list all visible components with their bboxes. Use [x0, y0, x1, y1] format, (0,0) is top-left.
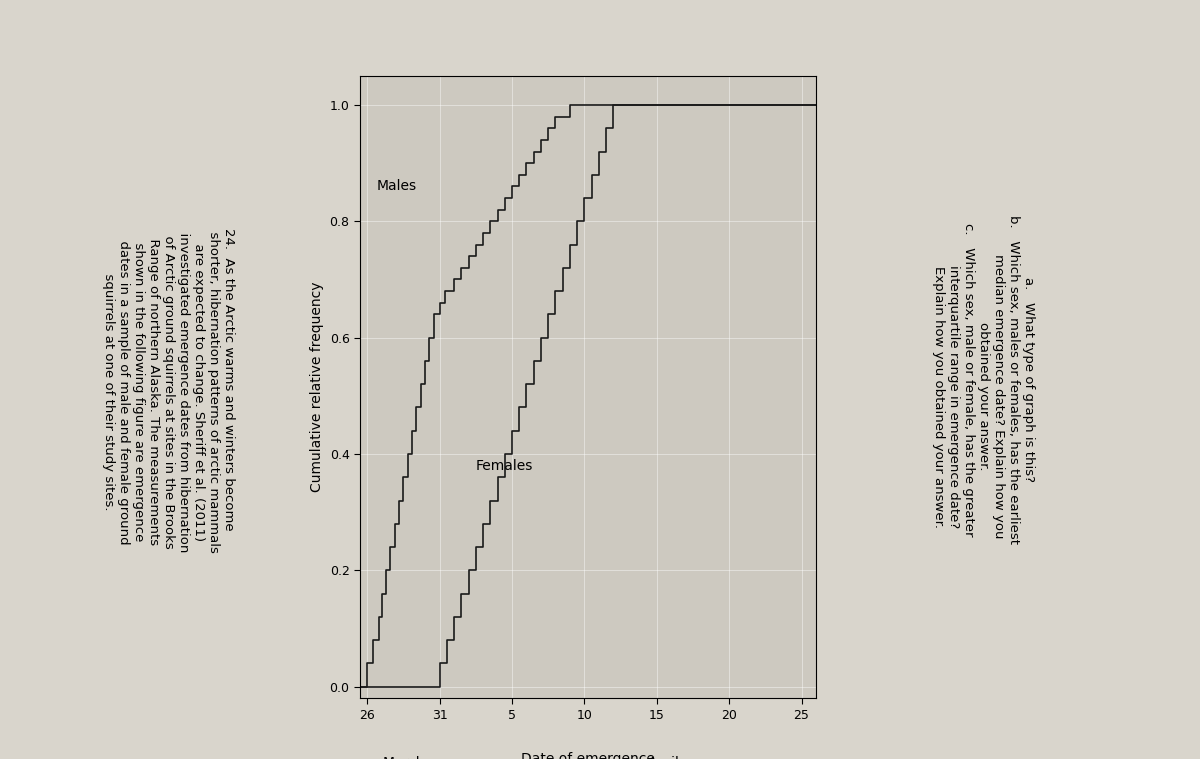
X-axis label: Date of emergence: Date of emergence [521, 752, 655, 759]
Text: 24.  As the Arctic warms and winters become
      shorter, hibernation patterns : 24. As the Arctic warms and winters beco… [102, 206, 234, 553]
Text: April: April [648, 757, 680, 759]
Y-axis label: Cumulative relative frequency: Cumulative relative frequency [310, 282, 324, 493]
Text: March: March [382, 757, 425, 759]
Text: Females: Females [476, 458, 534, 473]
Text: a.   What type of graph is this?
b.   Which sex, males or females, has the earli: a. What type of graph is this? b. Which … [932, 215, 1036, 544]
Text: Males: Males [376, 179, 416, 194]
